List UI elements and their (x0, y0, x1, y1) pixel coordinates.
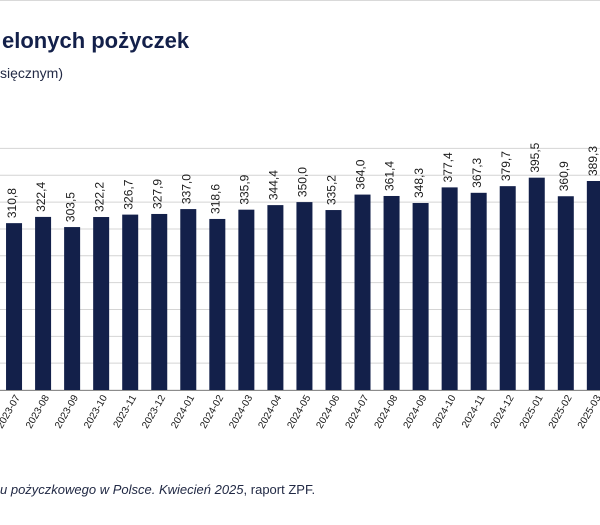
data-label: 327,9 (150, 179, 164, 209)
data-label: 361,4 (383, 161, 397, 191)
chart-title: elonych pożyczek (2, 28, 190, 53)
data-label: 395,5 (528, 142, 542, 172)
data-label: 337,0 (179, 174, 193, 204)
data-label: 364,0 (354, 159, 368, 189)
bar (354, 194, 371, 390)
data-label: 326,7 (121, 179, 135, 209)
x-tick-label: 2024-12 (489, 393, 517, 431)
data-label: 350,0 (296, 167, 310, 197)
data-label: 379,7 (499, 151, 513, 181)
top-rule (0, 0, 600, 1)
x-tick-label: 2023-08 (24, 393, 52, 431)
x-tick-label: 2024-04 (256, 393, 284, 431)
x-tick-label: 2024-03 (227, 393, 255, 431)
data-label: 310,8 (5, 188, 19, 218)
bar (499, 186, 516, 390)
data-label: 322,4 (34, 182, 48, 212)
x-tick-label: 2024-07 (344, 393, 372, 431)
x-tick-label: 2024-05 (285, 393, 313, 431)
data-label: 344,4 (267, 170, 281, 200)
bar (238, 209, 255, 390)
data-label: 303,5 (63, 192, 77, 222)
x-tick-label: 2025-01 (518, 393, 546, 431)
data-label: 348,3 (412, 168, 426, 198)
bar (586, 181, 600, 390)
bar (325, 210, 342, 390)
bar (412, 203, 429, 390)
data-label: 318,6 (208, 184, 222, 214)
source-suffix: , raport ZPF. (243, 482, 316, 497)
x-tick-label: 2025-03 (576, 393, 600, 431)
x-tick-label: 2023-11 (112, 393, 140, 430)
bar (470, 192, 487, 390)
x-tick-label: 2024-08 (373, 393, 401, 431)
source-note: u pożyczkowego w Polsce. Kwiecień 2025, … (0, 482, 315, 497)
source-title: u pożyczkowego w Polsce. Kwiecień 2025 (0, 482, 244, 497)
chart-subtitle: sięcznym) (0, 65, 64, 81)
x-tick-label: 2024-10 (431, 393, 459, 431)
bar (180, 209, 197, 390)
bar-chart: 310,8 2023-07 322,4 2023-08 303,5 2023-09 322,… (0, 142, 600, 431)
bar (93, 217, 110, 390)
x-tick-label: 2023-07 (0, 393, 23, 431)
bar (557, 196, 574, 390)
bar (151, 213, 168, 390)
x-tick-label: 2024-11 (460, 393, 488, 430)
data-label: 377,4 (441, 152, 455, 182)
data-label: 335,9 (238, 174, 252, 204)
bar (296, 202, 313, 390)
data-label: 360,9 (557, 161, 571, 191)
x-tick-label: 2023-12 (140, 393, 168, 431)
bar (528, 177, 545, 390)
bar (383, 195, 400, 390)
data-label: 367,3 (470, 157, 484, 187)
bar (6, 223, 23, 390)
bar (64, 227, 81, 390)
x-tick-label: 2024-02 (198, 393, 226, 431)
data-label: 335,2 (325, 175, 339, 205)
x-tick-label: 2023-09 (53, 393, 81, 431)
bar (209, 218, 226, 390)
bar (441, 187, 458, 390)
data-label: 322,2 (92, 182, 106, 212)
x-tick-label: 2025-02 (547, 393, 575, 431)
bar (35, 216, 52, 390)
bar (267, 205, 284, 390)
bar (122, 214, 139, 390)
x-tick-label: 2024-09 (402, 393, 430, 431)
x-tick-label: 2024-06 (314, 393, 342, 431)
x-tick-label: 2023-10 (82, 393, 110, 431)
data-label: 389,3 (586, 146, 600, 176)
x-tick-label: 2024-01 (169, 393, 197, 431)
